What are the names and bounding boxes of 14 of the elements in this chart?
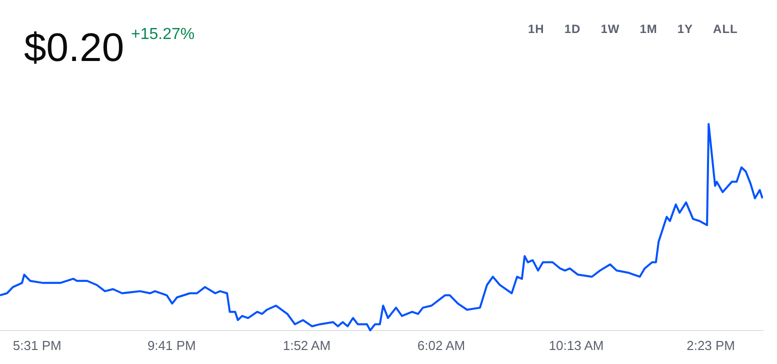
chart-subtitle: +15.27% <box>131 26 195 44</box>
x-tick-label: 1:52 AM <box>282 338 331 353</box>
text: 1D <box>563 22 582 36</box>
x-tick-label: 6:02 AM <box>417 338 466 353</box>
text: 1M <box>638 22 658 36</box>
chart-title: $0.20 <box>24 25 124 72</box>
text: 1H <box>527 22 546 36</box>
text: 1W <box>600 22 621 36</box>
x-tick-label: 5:31 PM <box>12 338 62 353</box>
x-tick-label: 10:13 AM <box>548 338 604 353</box>
text: 1Y <box>676 22 694 36</box>
x-tick-label: 2:23 PM <box>686 338 736 353</box>
x-tick-label: 9:41 PM <box>147 338 196 353</box>
text: ALL <box>712 22 739 36</box>
